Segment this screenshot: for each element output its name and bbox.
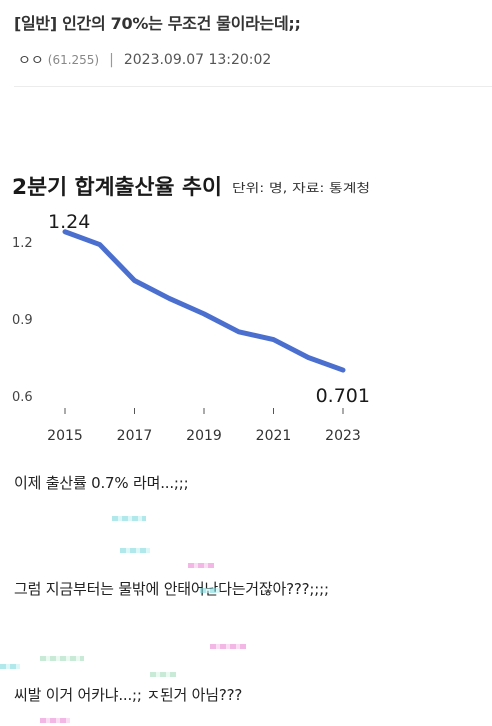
meta-separator: | [109,52,114,68]
glitch-artifact [40,718,70,723]
y-tick-label: 1.2 [12,236,33,251]
data-label: 1.24 [48,211,90,233]
post-text-line-1: 이제 출산률 0.7% 라며...;;; [14,474,189,492]
post-meta: ㅇㅇ (61.255) | 2023.09.07 13:20:02 [18,50,271,70]
x-tick-label: 2019 [186,428,222,444]
x-tick-label: 2017 [117,428,153,444]
chart-title: 2분기 합계출산율 추이 [12,175,222,199]
author-name[interactable]: ㅇㅇ [18,53,44,69]
post-title: [일반] 인간의 70%는 무조건 물이라는데;; [14,14,301,33]
post-text-line-2: 그럼 지금부터는 물밖에 안태어난다는거잖아???;;;; [14,580,329,598]
data-label: 0.701 [316,385,370,407]
x-tick-label: 2015 [47,428,83,444]
glitch-artifact [112,516,146,521]
glitch-artifact [200,588,220,593]
author-ip: (61.255) [47,53,100,67]
glitch-artifact [188,563,214,568]
y-tick-label: 0.6 [12,390,33,405]
birth-rate-chart: 2분기 합계출산율 추이 단위: 명, 자료: 통계청 2015 2017 2019… [12,175,370,444]
header-divider [14,86,492,87]
post-text-line-3: 씨발 이거 어카냐...;; ㅈ된거 아님??? [14,686,243,704]
glitch-artifact [0,664,20,669]
x-tick-label: 2021 [256,428,292,444]
glitch-artifact [120,548,150,553]
glitch-artifact [150,672,176,677]
birth-rate-line [62,229,346,373]
chart-subtitle: 단위: 명, 자료: 통계청 [232,181,370,195]
post-date: 2023.09.07 13:20:02 [123,52,272,68]
x-tick-label: 2023 [325,428,361,444]
y-tick-label: 0.9 [12,313,33,328]
glitch-artifact [210,644,246,649]
glitch-artifact [40,656,84,661]
